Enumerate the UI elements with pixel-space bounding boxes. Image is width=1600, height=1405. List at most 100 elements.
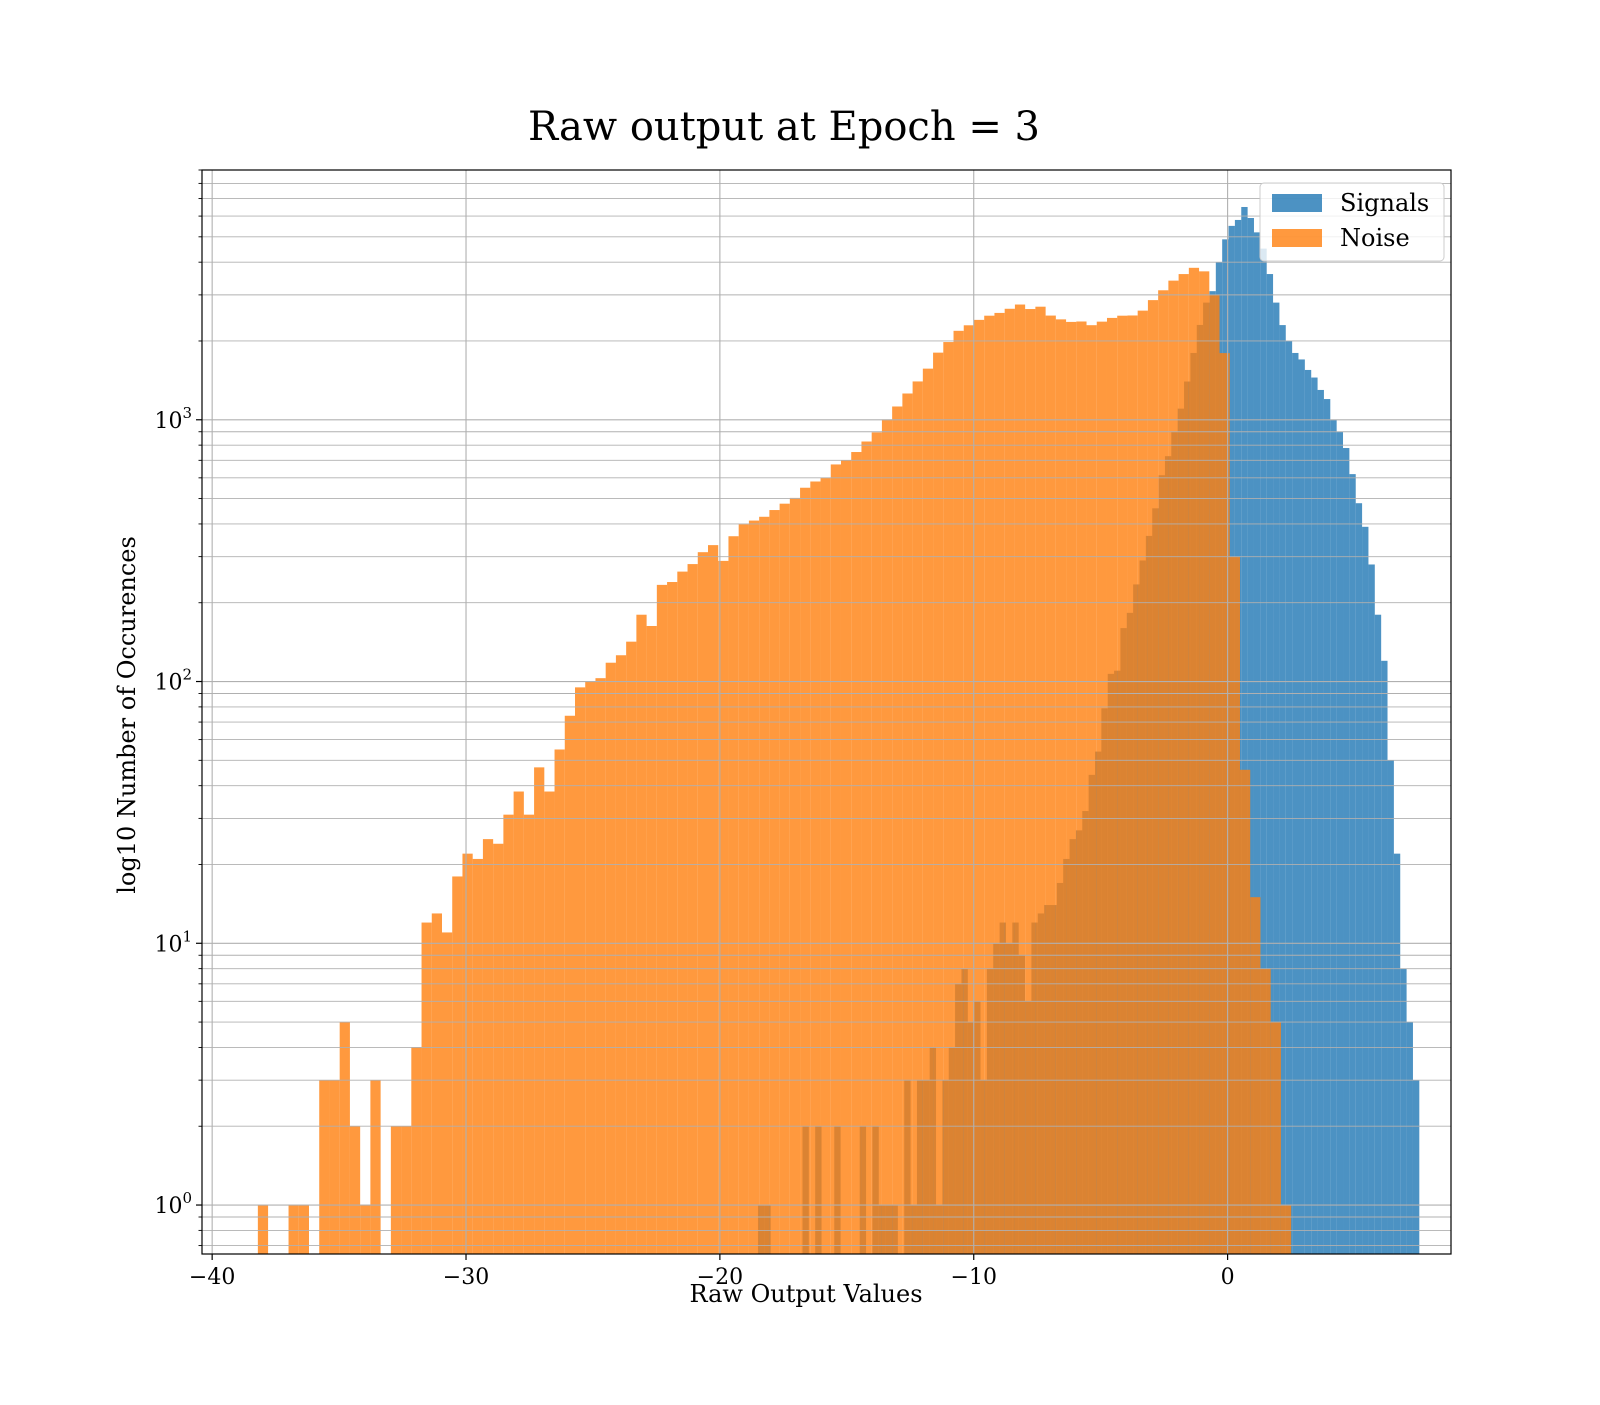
histogram-bar: [1250, 897, 1261, 1254]
histogram-bar: [748, 520, 760, 1254]
histogram-bar: [564, 715, 575, 1254]
histogram-bar: [800, 487, 811, 1254]
histogram-bar: [1168, 280, 1179, 1254]
histogram-bar: [728, 536, 739, 1254]
histogram-bar: [1086, 325, 1097, 1254]
histogram-bar: [1147, 300, 1159, 1254]
histogram-bar: [1066, 321, 1077, 1254]
histogram-bar: [1253, 232, 1261, 1255]
histogram-bar: [1096, 321, 1107, 1254]
histogram-bar: [830, 464, 841, 1254]
x-axis-label: Raw Output Values: [689, 1280, 922, 1308]
histogram-bar: [1311, 377, 1318, 1254]
histogram-bar: [1239, 769, 1251, 1254]
histogram-bar: [861, 441, 872, 1254]
histogram-bar: [575, 687, 586, 1254]
histogram-bar: [1368, 564, 1375, 1254]
histogram-bar: [656, 584, 668, 1254]
histogram-bar: [1229, 557, 1240, 1254]
histogram-bar: [718, 560, 729, 1254]
histogram-bar: [1260, 248, 1267, 1254]
histogram-bar: [984, 315, 995, 1254]
histogram-bar: [482, 839, 494, 1254]
axes-frame: [201, 169, 1452, 1255]
y-tick-exponent: 1: [182, 927, 192, 945]
histogram-bar: [769, 510, 780, 1254]
histogram-bar: [953, 330, 964, 1254]
histogram-bar: [349, 1126, 361, 1254]
histogram-bar: [1381, 660, 1388, 1254]
histogram-bar: [1055, 319, 1067, 1254]
histogram-bar: [1014, 304, 1026, 1254]
histogram-bar: [1209, 294, 1220, 1254]
histogram-bar: [626, 641, 637, 1254]
histogram-bar: [257, 1205, 269, 1254]
x-tick-label: 0: [1221, 1265, 1235, 1290]
histogram-bar: [1219, 353, 1230, 1255]
histogram-bar: [871, 432, 882, 1254]
histogram-bar: [452, 876, 463, 1254]
x-tick-label: −40: [189, 1265, 235, 1290]
histogram-bar: [636, 614, 647, 1254]
histogram-bar: [1127, 315, 1138, 1255]
histogram-bar: [1241, 206, 1248, 1255]
histogram-bar: [462, 853, 473, 1254]
histogram-bar: [605, 662, 616, 1254]
histogram-bar: [1137, 310, 1148, 1254]
histogram-bar: [1004, 308, 1015, 1254]
histogram-bar: [963, 325, 974, 1254]
histogram-bar: [1273, 302, 1280, 1254]
histogram-bar: [851, 452, 862, 1254]
histogram-bar: [1317, 389, 1324, 1254]
chart-title: Raw output at Epoch = 3: [528, 104, 1040, 150]
y-tick-label: 100: [154, 1189, 192, 1219]
histogram-bar: [523, 814, 535, 1254]
histogram-bar: [1035, 306, 1046, 1254]
histogram-bar: [319, 1080, 330, 1254]
histogram-bar: [994, 312, 1005, 1254]
histogram-bar: [503, 814, 514, 1254]
histogram-bar: [472, 858, 483, 1254]
histogram-bar: [912, 381, 923, 1254]
histogram-bar: [493, 843, 504, 1254]
histogram-bar: [1336, 431, 1344, 1254]
histogram-bar: [390, 1126, 402, 1254]
histogram-bar: [1362, 526, 1369, 1254]
y-axis-label: log10 Number of Occurences: [113, 536, 141, 894]
histogram-bar: [585, 681, 596, 1254]
histogram-bar: [667, 582, 678, 1254]
histogram-bar: [431, 913, 442, 1254]
histogram-bar: [1260, 968, 1271, 1254]
histogram-bar: [1188, 267, 1200, 1254]
histogram-bar: [841, 460, 852, 1255]
histogram-bar: [646, 625, 657, 1254]
x-tick-label: −30: [443, 1265, 489, 1290]
histogram-bar: [1304, 369, 1312, 1254]
histogram-bar: [810, 481, 821, 1254]
histogram-bar: [595, 678, 606, 1254]
histogram-bar: [1374, 614, 1382, 1254]
histogram-bar: [697, 552, 708, 1254]
histogram-bar: [339, 1022, 350, 1254]
histogram-bar: [687, 564, 698, 1254]
x-axis: −40 −30 −20 −10 0: [189, 1254, 1235, 1290]
histogram-bar: [298, 1205, 309, 1254]
histogram-bar: [1270, 1022, 1281, 1254]
histogram-bar: [1355, 503, 1363, 1255]
legend-swatch-signals: [1272, 194, 1322, 212]
histogram-bar: [779, 503, 790, 1254]
histogram-bar: [892, 406, 903, 1254]
histogram-bar: [513, 791, 524, 1254]
histogram-bar: [1158, 290, 1169, 1254]
histogram-bar: [881, 419, 893, 1254]
histogram-bar: [360, 1205, 371, 1254]
histogram-bar: [933, 352, 944, 1254]
histogram-bar: [789, 497, 801, 1254]
y-tick-exponent: 0: [182, 1189, 192, 1207]
legend: Signals Noise: [1259, 182, 1445, 262]
histogram-bar: [1393, 853, 1401, 1254]
legend-label-signals: Signals: [1340, 189, 1429, 217]
histogram-bar: [1025, 309, 1036, 1254]
